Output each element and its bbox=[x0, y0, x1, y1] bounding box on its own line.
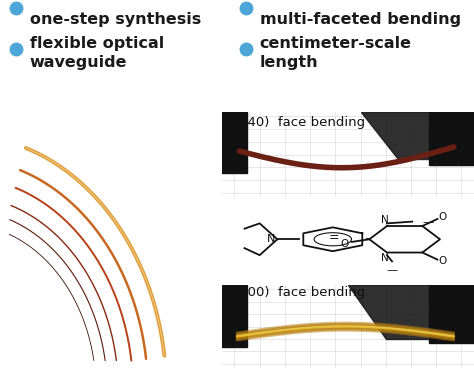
Text: —: — bbox=[422, 217, 433, 227]
Text: N: N bbox=[266, 234, 275, 244]
Bar bbox=[222, 285, 247, 347]
Polygon shape bbox=[361, 112, 474, 159]
Text: centimeter-scale
length: centimeter-scale length bbox=[260, 36, 412, 70]
Text: N: N bbox=[381, 254, 388, 263]
Text: multi-faceted bending: multi-faceted bending bbox=[260, 13, 461, 27]
Text: (100)  face bending: (100) face bending bbox=[235, 286, 365, 299]
Bar bbox=[428, 285, 474, 343]
Polygon shape bbox=[348, 285, 474, 339]
Bar bbox=[428, 112, 474, 165]
Bar bbox=[222, 112, 247, 173]
Text: O: O bbox=[438, 212, 447, 222]
Text: (040)  face bending: (040) face bending bbox=[235, 116, 365, 129]
Text: —: — bbox=[386, 265, 398, 275]
Text: one-step synthesis: one-step synthesis bbox=[30, 13, 201, 27]
Text: O: O bbox=[340, 239, 348, 249]
Text: =: = bbox=[329, 231, 339, 244]
Text: N: N bbox=[381, 215, 388, 225]
Text: flexible optical
waveguide: flexible optical waveguide bbox=[30, 36, 164, 70]
Text: O: O bbox=[438, 256, 447, 266]
